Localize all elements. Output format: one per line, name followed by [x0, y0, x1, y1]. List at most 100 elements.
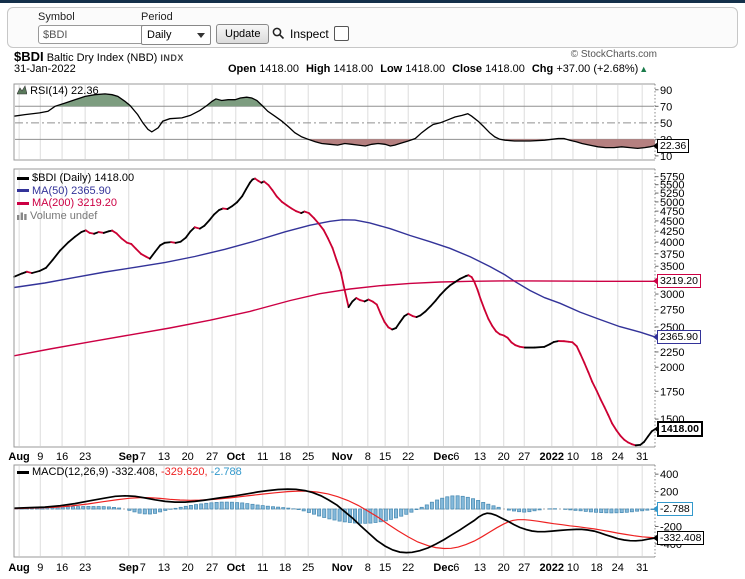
price-line-segment	[335, 258, 342, 274]
price-line-segment	[476, 288, 482, 301]
macd-histogram-bar	[235, 502, 240, 510]
update-button[interactable]: Update	[216, 24, 270, 44]
x-tick-label: 2022	[540, 451, 564, 463]
macd-histogram-bar	[399, 508, 404, 517]
inspect-checkbox[interactable]	[333, 26, 349, 41]
price-line-segment	[647, 430, 653, 438]
macd-histogram-bar	[255, 504, 260, 510]
macd-histogram-bar	[91, 506, 96, 510]
price-line-segment	[398, 315, 406, 324]
y-tick-label: 70	[660, 101, 672, 113]
x-tick-label: 8	[365, 562, 371, 574]
x-tick-label: 16	[56, 451, 68, 463]
ma50-series-value: 2365.90	[71, 184, 111, 197]
macd-histogram-bar	[327, 508, 332, 520]
macd-histogram-bar	[106, 506, 111, 510]
macd-histogram-bar	[147, 508, 152, 515]
x-tick-label: 13	[158, 451, 170, 463]
price-line-segment	[571, 341, 578, 348]
price-line-segment	[140, 252, 147, 258]
x-tick-label: 16	[56, 562, 68, 574]
price-line-segment	[375, 303, 382, 315]
price-line-segment	[607, 414, 613, 425]
macd-histogram-bar	[301, 508, 306, 512]
y-tick-label: 4250	[660, 226, 684, 238]
price-line-segment	[533, 346, 546, 349]
x-tick-label: 22	[402, 562, 414, 574]
price-line-segment	[543, 343, 551, 348]
search-icon	[272, 27, 285, 40]
macd-signal-line	[13, 490, 656, 550]
rsi-line	[13, 93, 656, 150]
macd-histogram-bar	[250, 503, 255, 510]
bdi-series-name: $BDI (Daily)	[32, 172, 92, 184]
macd-histogram-bar	[435, 499, 440, 510]
price-line-segment	[203, 219, 211, 227]
macd-histogram-bar	[481, 502, 486, 510]
price-line-segment	[424, 305, 432, 313]
price-line-segment	[120, 237, 128, 244]
x-tick-label: 20	[182, 451, 194, 463]
price-line-segment	[383, 321, 390, 329]
price-line-segment	[295, 210, 303, 214]
macd-histogram-bar	[271, 506, 275, 510]
indicator-icon	[16, 85, 28, 95]
price-legend-row-volume: Volume undef	[17, 210, 134, 223]
macd-histogram-bar	[322, 508, 327, 518]
x-tick-label: 15	[379, 451, 391, 463]
x-tick-label: 6	[453, 451, 459, 463]
period-label: Period	[141, 11, 173, 23]
ma200-series-value: 3219.20	[77, 197, 118, 209]
chart-date: 31-Jan-2022	[14, 63, 76, 75]
macd-histogram-bar	[188, 505, 193, 510]
price-line-segment	[130, 243, 137, 250]
exchange-tag: INDX	[160, 53, 184, 63]
x-tick-label: 23	[79, 451, 91, 463]
macd-histogram-bar	[132, 508, 137, 513]
macd-histogram-bar	[404, 508, 409, 515]
macd-histogram-bar	[245, 503, 250, 510]
x-tick-label: 31	[636, 451, 648, 463]
y-tick-label: 4500	[660, 216, 684, 228]
top-accent-bar	[0, 0, 745, 3]
x-tick-label: 13	[158, 562, 170, 574]
price-line-segment	[184, 230, 192, 239]
price-line-segment	[583, 362, 590, 374]
macd-histogram-bar	[332, 508, 337, 521]
macd-histogram-bar	[158, 508, 163, 513]
price-legend-row-bdi: $BDI (Daily) 1418.00	[17, 172, 134, 185]
price-line-segment	[479, 298, 486, 311]
macd-histogram-bar	[137, 508, 142, 514]
ma50-series-name: MA(50)	[32, 184, 69, 197]
price-line-segment	[434, 294, 442, 302]
x-tick-label: 13	[474, 562, 486, 574]
macd-histogram-bar	[388, 508, 393, 520]
price-line-segment	[263, 180, 270, 186]
price-line-segment	[347, 300, 354, 309]
macd-histogram-bar	[460, 495, 465, 510]
x-tick-label: 11	[257, 451, 268, 463]
price-line-segment	[163, 241, 172, 244]
price-line-segment	[487, 317, 494, 327]
macd-histogram-bar	[619, 508, 624, 513]
price-line-segment	[340, 271, 346, 292]
x-tick-label: 31	[636, 562, 648, 574]
price-legend: $BDI (Daily) 1418.00 MA(50) 2365.90 MA(2…	[17, 172, 134, 222]
macd-histogram-bar	[588, 508, 593, 513]
volume-bars-icon	[17, 212, 27, 220]
price-line-segment	[275, 195, 283, 203]
macd-histogram-bar	[465, 496, 470, 510]
y-tick-label: 5500	[660, 180, 684, 192]
macd-histogram-bar	[455, 495, 460, 510]
macd-histogram-bar	[583, 508, 588, 512]
price-line-segment	[343, 289, 350, 309]
price-line-segment	[236, 195, 244, 204]
open-label: Open	[228, 63, 257, 75]
macd-histogram-bar	[568, 508, 573, 511]
price-line-segment	[213, 209, 221, 216]
x-tick-label: 27	[518, 451, 530, 463]
period-select[interactable]: Daily	[141, 25, 211, 45]
x-tick-label: 20	[498, 451, 510, 463]
y-tick-label: 90	[660, 85, 672, 97]
y-tick-label: 4000	[660, 237, 684, 249]
